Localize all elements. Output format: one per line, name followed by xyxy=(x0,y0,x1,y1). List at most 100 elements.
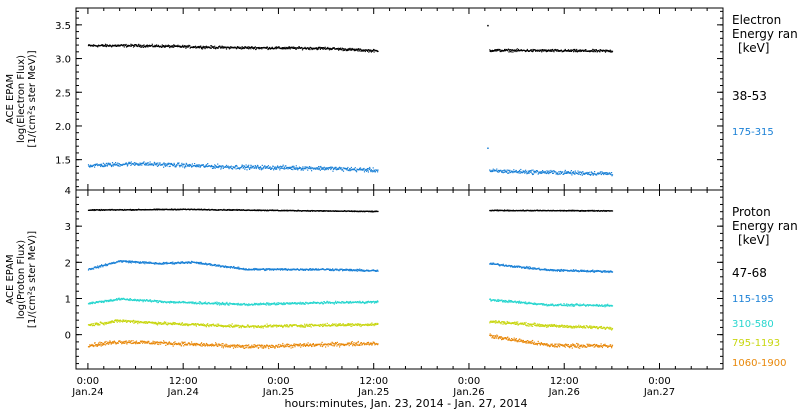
legend-series-label: 38-53 xyxy=(732,89,767,103)
data-point xyxy=(322,303,324,305)
data-point xyxy=(367,49,369,52)
data-point xyxy=(217,303,219,305)
data-point xyxy=(121,261,123,263)
data-point xyxy=(567,49,569,51)
data-point xyxy=(256,167,258,169)
data-point xyxy=(522,209,524,211)
data-point xyxy=(508,172,510,174)
data-point xyxy=(359,268,361,270)
data-point xyxy=(366,302,368,304)
data-point xyxy=(109,163,111,165)
data-point xyxy=(510,301,512,303)
data-point xyxy=(189,47,191,49)
data-point xyxy=(597,210,599,212)
data-point xyxy=(310,47,312,49)
data-point xyxy=(604,51,607,53)
data-point xyxy=(129,320,131,322)
data-point xyxy=(113,164,115,166)
data-point xyxy=(113,320,115,322)
data-point xyxy=(501,171,503,173)
data-point xyxy=(166,164,168,166)
data-point xyxy=(112,300,114,302)
data-point xyxy=(182,300,184,303)
data-point xyxy=(358,302,360,304)
data-point xyxy=(261,167,263,169)
data-point xyxy=(301,49,304,51)
data-point xyxy=(539,171,541,173)
data-point xyxy=(138,43,140,45)
data-point xyxy=(230,46,232,48)
data-point xyxy=(332,168,335,170)
data-point xyxy=(295,303,297,305)
data-point xyxy=(507,209,509,211)
series-47-68 xyxy=(87,208,614,213)
data-point xyxy=(567,171,569,173)
data-point xyxy=(567,172,569,174)
data-point xyxy=(186,45,188,47)
data-point xyxy=(594,50,596,52)
data-point xyxy=(222,301,224,304)
data-point xyxy=(376,270,378,272)
data-point xyxy=(548,269,550,271)
data-point xyxy=(197,46,200,49)
data-point xyxy=(98,209,100,211)
data-point xyxy=(593,209,595,211)
data-point xyxy=(281,47,283,49)
data-point xyxy=(511,265,513,267)
data-point xyxy=(216,166,218,168)
data-point xyxy=(122,261,124,263)
data-point xyxy=(492,50,494,52)
data-point xyxy=(95,301,97,303)
data-point xyxy=(168,45,170,47)
data-point xyxy=(225,166,227,168)
data-point xyxy=(270,303,272,305)
data-point xyxy=(146,45,148,47)
data-point xyxy=(594,49,596,52)
data-point xyxy=(115,299,117,301)
data-point xyxy=(160,301,162,303)
data-point xyxy=(504,299,506,302)
data-point xyxy=(372,269,374,271)
data-point xyxy=(356,302,358,304)
data-point xyxy=(593,49,595,51)
data-point xyxy=(603,172,605,174)
data-point xyxy=(238,47,240,49)
data-point xyxy=(489,169,491,171)
data-point xyxy=(571,174,573,176)
data-point xyxy=(349,168,352,170)
data-point xyxy=(316,47,318,49)
data-point xyxy=(368,51,370,53)
data-point xyxy=(349,168,351,170)
data-point xyxy=(490,51,492,53)
data-point xyxy=(213,264,215,267)
data-point xyxy=(289,269,291,271)
data-point xyxy=(198,302,200,304)
data-point xyxy=(265,46,267,49)
data-point xyxy=(601,171,603,173)
data-point xyxy=(328,268,330,270)
data-point xyxy=(242,267,245,269)
data-point xyxy=(249,47,252,49)
data-point xyxy=(260,302,262,305)
data-point xyxy=(105,323,107,325)
data-point xyxy=(147,261,149,264)
data-point xyxy=(172,261,174,263)
data-point xyxy=(147,162,149,164)
data-point xyxy=(162,263,164,265)
data-point xyxy=(536,50,538,52)
data-point xyxy=(171,262,173,264)
data-point xyxy=(240,46,242,48)
data-point xyxy=(498,299,500,301)
series-175-315 xyxy=(87,147,614,177)
data-point xyxy=(175,165,177,167)
data-point xyxy=(572,209,574,211)
data-point xyxy=(342,50,344,52)
data-point xyxy=(315,302,317,304)
data-point xyxy=(359,169,361,171)
data-point xyxy=(173,46,175,48)
data-point xyxy=(377,210,379,213)
y-axis-label-line: ACE EPAM xyxy=(5,74,16,124)
data-point xyxy=(216,46,218,49)
data-point xyxy=(259,166,262,168)
data-point xyxy=(237,47,239,49)
